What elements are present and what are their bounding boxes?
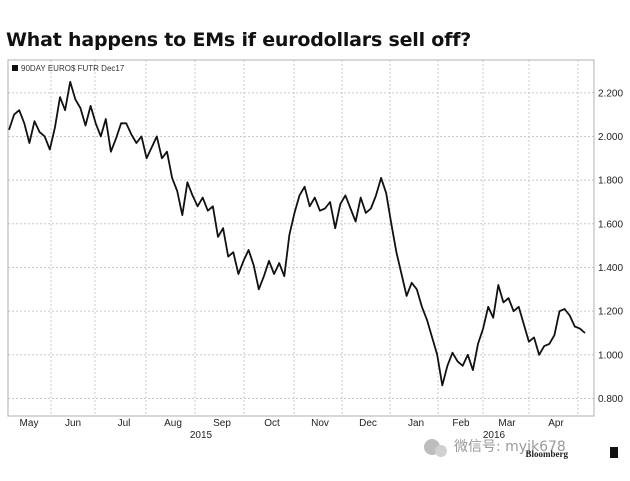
wechat-icon-small [435,445,447,457]
chart-title: What happens to EMs if eurodollars sell … [6,29,472,51]
x-tick-label: Jan [408,418,424,429]
x-tick-label: Dec [359,418,377,429]
x-tick-label: Mar [498,418,516,429]
x-axis: May Jun Jul Aug Sep Oct Nov Dec Jan Feb Mar Apr [20,418,565,429]
year-labels: 2015 2016 [190,430,506,441]
y-tick-label: 0.800 [598,394,623,405]
legend-label: 90DAY EURO$ FUTR Dec17 [21,64,125,73]
x-tick-label: Sep [213,418,231,429]
x-tick-label: Jul [118,418,131,429]
y-tick-label: 1.000 [598,350,623,361]
y-tick-label: 2.000 [598,132,623,143]
y-tick-label: 2.200 [598,88,623,99]
bloomberg-mark-icon [610,447,618,458]
watermark-text: 微信号: myjk678 [454,439,566,455]
series-line [8,80,586,387]
x-tick-label: Jun [65,418,81,429]
plot-frame [7,59,595,417]
bloomberg-logo: Bloomberg [526,449,569,459]
legend-swatch [12,65,18,71]
grid [8,60,594,416]
x-tick-label: May [20,418,39,429]
x-tick-label: Aug [164,418,182,429]
y-tick-label: 1.400 [598,263,623,274]
y-axis: 0.800 1.000 1.200 1.400 1.600 1.800 2.000 2.200 [598,88,623,405]
x-tick-label: Nov [311,418,329,429]
x-tick-label: Oct [264,418,280,429]
y-tick-label: 1.800 [598,176,623,187]
watermark: 微信号: myjk678 [424,439,566,457]
legend: 90DAY EURO$ FUTR Dec17 [12,64,125,73]
y-tick-label: 1.600 [598,219,623,230]
x-tick-label: Apr [548,418,564,429]
year-label: 2016 [483,430,506,441]
year-label: 2015 [190,430,213,441]
y-tick-label: 1.200 [598,307,623,318]
x-tick-label: Feb [452,418,470,429]
